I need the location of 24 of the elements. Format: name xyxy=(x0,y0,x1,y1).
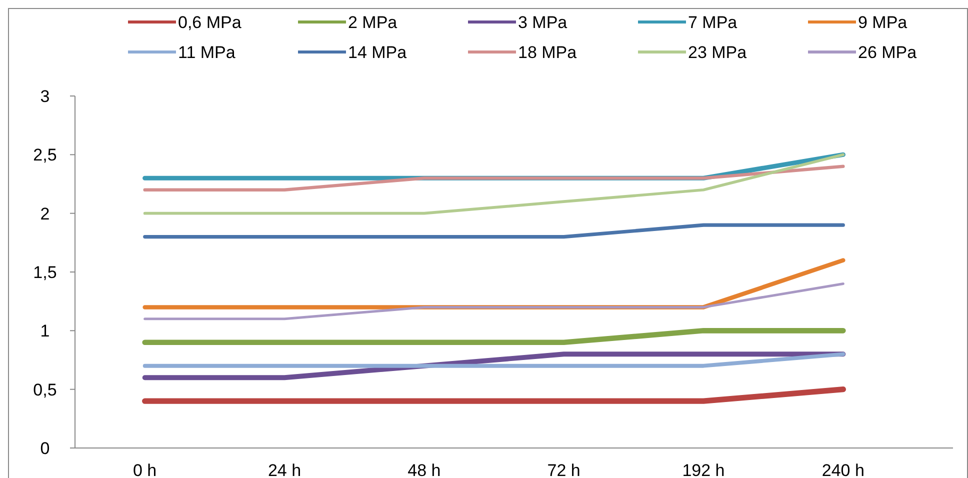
x-tick-label: 48 h xyxy=(408,461,441,478)
y-tick-label: 0 xyxy=(40,439,50,458)
legend-label: 9 MPa xyxy=(858,13,908,32)
legend-label: 18 MPa xyxy=(518,43,578,62)
legend-label: 11 MPa xyxy=(178,43,236,62)
legend-label: 26 MPa xyxy=(858,43,918,62)
x-tick-label: 192 h xyxy=(682,461,725,478)
legend-label: 14 MPa xyxy=(348,43,408,62)
legend-label: 23 MPa xyxy=(688,43,748,62)
x-tick-label: 240 h xyxy=(822,461,864,478)
y-tick-label: 2 xyxy=(40,204,50,224)
legend-label: 7 MPa xyxy=(688,13,738,32)
legend-label: 0,6 MPa xyxy=(178,13,242,32)
y-tick-label: 2,5 xyxy=(33,146,57,165)
y-tick-label: 3 xyxy=(40,87,50,106)
x-tick-label: 72 h xyxy=(547,461,580,478)
y-tick-label: 1 xyxy=(40,322,50,341)
x-tick-label: 0 h xyxy=(133,461,157,478)
legend-label: 3 MPa xyxy=(518,13,568,32)
line-series xyxy=(143,153,845,215)
x-tick-label: 24 h xyxy=(268,461,302,478)
y-tick-label: 0,5 xyxy=(33,380,57,400)
y-tick-label: 1,5 xyxy=(33,263,57,282)
legend-label: 2 MPa xyxy=(348,13,398,32)
